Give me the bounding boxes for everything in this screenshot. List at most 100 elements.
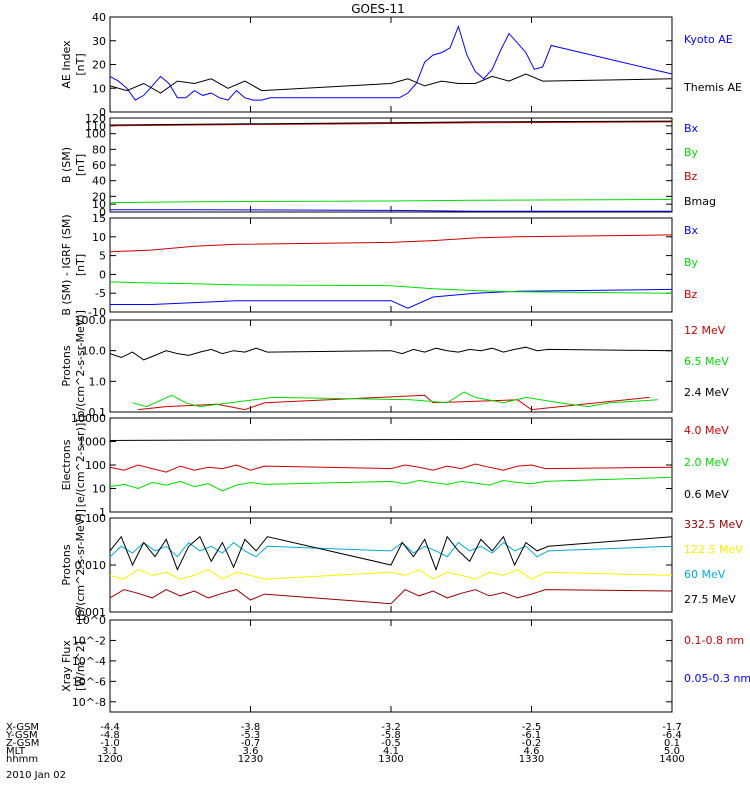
series-line-60-mev bbox=[109, 541, 673, 558]
series-line-kyoto-ae bbox=[109, 24, 673, 101]
legend-label: Themis AE bbox=[683, 81, 742, 94]
series-line-27-5-mev bbox=[109, 535, 673, 572]
panel-protons-integral: 0.1 1.0 10.0 100.0 Protons [p/(cm^2-s-sr-MeV)… bbox=[60, 310, 729, 422]
legend-label: By bbox=[684, 146, 699, 159]
ephemeris-value: 1300 bbox=[378, 754, 403, 765]
y-axis-unit: [nT] bbox=[74, 53, 87, 75]
x-axis-ephemeris: X-GSM -4.4 -3.8 -3.2 -2.5 -1.7 Y-GSM -4.8 -5.3 -5… bbox=[5, 722, 685, 781]
y-tick-label: 10^-6 bbox=[72, 675, 106, 688]
ephemeris-value: -4.8 bbox=[100, 730, 120, 741]
series-line-bx bbox=[110, 288, 673, 309]
legend-label: 0.6 MeV bbox=[684, 488, 729, 501]
y-tick-label: 10 bbox=[92, 82, 106, 95]
panel-electrons: 1 10 100 1000 10000 Electrons [e/(cm^2-s-sr)] 4… bbox=[60, 412, 729, 519]
ephemeris-value: -5.8 bbox=[381, 730, 401, 741]
y-tick-label: 0.1 bbox=[89, 406, 107, 419]
ephemeris-value: 1400 bbox=[659, 754, 684, 765]
legend-label: Bx bbox=[684, 224, 699, 237]
ephemeris-value: 3.1 bbox=[102, 746, 118, 757]
ephemeris-value: 3.6 bbox=[243, 746, 259, 757]
ephemeris-value: -5.3 bbox=[241, 730, 261, 741]
series-line-2-4-mev bbox=[109, 346, 673, 361]
y-tick-label: 10^-4 bbox=[72, 655, 106, 668]
ephemeris-value: 5.0 bbox=[664, 746, 680, 757]
ephemeris-value: -1.0 bbox=[100, 738, 120, 749]
series-line-by bbox=[109, 199, 673, 204]
panel-bdiff: -10 -5 0 5 10 15 B (SM) - IGRF (SM) [nT] Bx By Bz bbox=[60, 212, 699, 319]
series-line-bz bbox=[109, 121, 673, 127]
y-axis-label: B (SM) - IGRF (SM) bbox=[60, 214, 73, 315]
y-tick-label: 20 bbox=[92, 190, 106, 203]
series-line-0-6-mev bbox=[109, 438, 673, 441]
y-tick-label: 40 bbox=[92, 11, 106, 24]
y-axis-unit: [p/(cm^2-s-sr-MeV)] bbox=[74, 310, 87, 422]
chart-title: GOES-11 bbox=[351, 2, 405, 16]
y-axis-label: Protons bbox=[60, 544, 73, 585]
legend-label: Bz bbox=[684, 170, 698, 183]
y-tick-label: 1000 bbox=[78, 436, 106, 449]
legend-label: 0.05-0.3 nm bbox=[684, 672, 750, 685]
series-line-122-5-mev bbox=[109, 569, 673, 580]
y-axis-label: Protons bbox=[60, 345, 73, 386]
y-tick-label: 5 bbox=[99, 250, 106, 263]
y-tick-label: 0 bbox=[99, 206, 106, 219]
ephemeris-row-label: Z-GSM bbox=[6, 738, 39, 749]
y-axis-unit: [e/(cm^2-s-sr)] bbox=[74, 423, 87, 508]
y-tick-label: -5 bbox=[95, 287, 106, 300]
y-tick-label: 120 bbox=[85, 112, 106, 125]
panel-ae: 0 10 20 30 40 AE Index [nT] Kyoto AE Themis AE bbox=[60, 11, 742, 119]
series-line-bz bbox=[109, 234, 673, 253]
y-tick-label: 0 bbox=[99, 268, 106, 281]
legend-label: By bbox=[684, 256, 699, 269]
ephemeris-value: -0.2 bbox=[522, 738, 542, 749]
y-tick-label: 0.100 bbox=[75, 512, 107, 525]
legend-label: Bz bbox=[684, 288, 698, 301]
legend-label: 12 MeV bbox=[684, 324, 726, 337]
ephemeris-row-label: hhmm bbox=[6, 754, 38, 765]
legend-label: Bx bbox=[684, 122, 699, 135]
legend-label: Kyoto AE bbox=[684, 33, 733, 46]
ephemeris-value: -2.5 bbox=[522, 722, 542, 733]
y-tick-label: 60 bbox=[92, 159, 106, 172]
y-tick-label: 1.0 bbox=[89, 375, 107, 388]
ephemeris-value: 4.1 bbox=[383, 746, 399, 757]
y-axis-unit: [W/m^2] bbox=[74, 641, 87, 691]
series-line-2-0-mev bbox=[109, 476, 673, 492]
ephemeris-value: -6.1 bbox=[522, 730, 542, 741]
y-tick-label: 1 bbox=[99, 506, 106, 519]
series-line-bx bbox=[110, 209, 672, 212]
ephemeris-value: -1.7 bbox=[662, 722, 682, 733]
y-tick-label: 0.001 bbox=[75, 606, 107, 619]
y-tick-label: 30 bbox=[92, 35, 106, 48]
ephemeris-value: -0.5 bbox=[381, 738, 401, 749]
y-tick-label: 10 bbox=[92, 198, 106, 211]
series-line-332-5-mev bbox=[109, 589, 673, 605]
legend-label: Bmag bbox=[684, 195, 716, 208]
y-tick-label: 80 bbox=[92, 143, 106, 156]
y-tick-label: 10 bbox=[92, 483, 106, 496]
ephemeris-row-label: MLT bbox=[6, 746, 26, 757]
y-tick-label: 10^0 bbox=[76, 614, 106, 627]
y-axis-label: Electrons bbox=[60, 439, 73, 490]
y-tick-label: 10^-2 bbox=[72, 634, 106, 647]
y-axis-label: Xray Flux bbox=[60, 640, 73, 692]
series-line-4-0-mev bbox=[109, 463, 673, 473]
ephemeris-value: 0.1 bbox=[664, 738, 680, 749]
legend-label: 332.5 MeV bbox=[684, 518, 743, 531]
y-axis-unit: [nT] bbox=[74, 154, 87, 176]
y-tick-label: 40 bbox=[92, 175, 106, 188]
panel-frame bbox=[109, 619, 673, 713]
ephemeris-value: -3.2 bbox=[381, 722, 401, 733]
legend-label: 4.0 MeV bbox=[684, 424, 729, 437]
panel-frame bbox=[109, 117, 673, 213]
y-tick-label: 0.010 bbox=[75, 559, 107, 572]
y-axis-label: AE Index bbox=[60, 40, 73, 89]
y-tick-label: 20 bbox=[92, 59, 106, 72]
y-tick-label: 100.0 bbox=[75, 314, 107, 327]
ephemeris-value: -0.7 bbox=[241, 738, 261, 749]
series-line-bmag bbox=[109, 120, 673, 126]
y-axis-unit: [nT] bbox=[74, 254, 87, 276]
ephemeris-value: 1200 bbox=[97, 754, 122, 765]
